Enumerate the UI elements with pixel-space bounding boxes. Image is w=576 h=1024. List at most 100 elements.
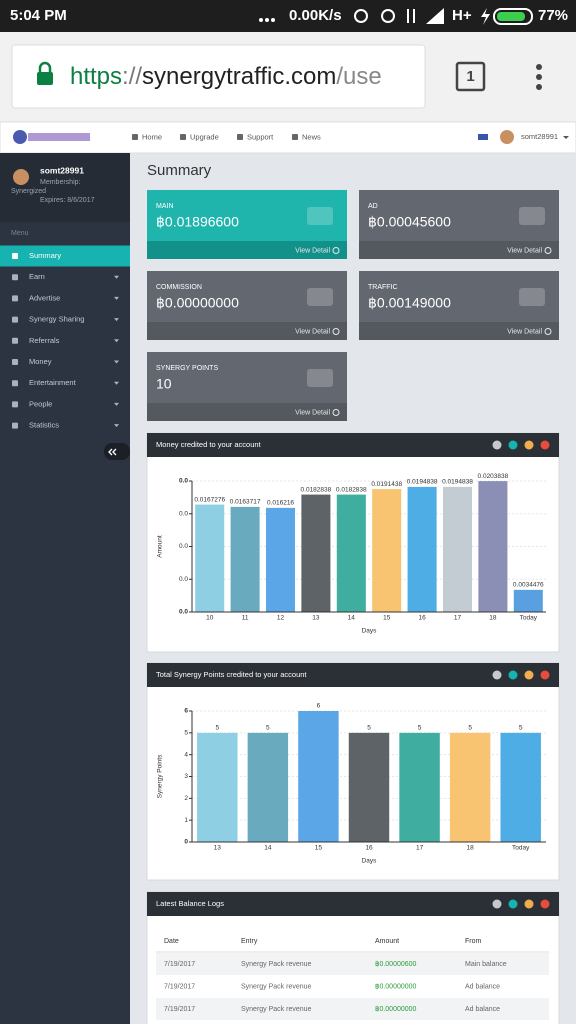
- panel-control[interactable]: [540, 670, 550, 680]
- bar: [399, 732, 440, 842]
- x-tick-label: 17: [416, 845, 424, 852]
- menu-caret: [114, 360, 119, 364]
- membership-level: Synergized: [11, 188, 46, 195]
- card-icon: [307, 288, 333, 306]
- y-tick-label: 0.0: [179, 609, 188, 616]
- y-axis-label: Amount: [157, 535, 164, 558]
- menu-caret: [114, 339, 119, 343]
- card-footer[interactable]: [147, 322, 347, 340]
- table-cell: ฿0.00000000: [375, 982, 417, 990]
- lock-icon: [37, 72, 53, 85]
- nav-link[interactable]: Home: [142, 132, 162, 141]
- panel-control[interactable]: [492, 899, 502, 909]
- menu-dot[interactable]: [536, 64, 542, 70]
- nav-link[interactable]: News: [302, 132, 321, 141]
- x-tick-label: 18: [467, 845, 475, 852]
- bar-label: 0.0163717: [230, 499, 261, 506]
- panel-control[interactable]: [492, 440, 502, 450]
- x-axis-label: Days: [362, 858, 378, 865]
- panel-control[interactable]: [508, 899, 518, 909]
- card-footer[interactable]: [147, 241, 347, 259]
- flag[interactable]: [478, 134, 488, 140]
- bar-label: 0.0203838: [478, 473, 509, 480]
- card-link-icon: [332, 247, 340, 254]
- nav-link[interactable]: Support: [247, 132, 274, 141]
- logo[interactable]: [13, 130, 27, 144]
- x-tick-label: 14: [348, 615, 356, 622]
- bar: [301, 494, 331, 612]
- bar: [500, 732, 541, 842]
- url-host: synergytraffic.com: [142, 63, 336, 90]
- nav-user[interactable]: somt28991: [521, 132, 558, 141]
- bar-label: 6: [317, 703, 321, 710]
- card-link-icon: [544, 247, 552, 254]
- card-link[interactable]: View Detail: [295, 409, 330, 416]
- lock-shackle: [38, 61, 52, 72]
- table-cell: Synergy Pack revenue: [241, 983, 312, 990]
- bar: [348, 732, 390, 842]
- url-sep: ://: [122, 63, 142, 90]
- menu-item[interactable]: Entertainment: [29, 378, 77, 387]
- status-battery: 77%: [538, 7, 568, 24]
- menu-caret: [114, 424, 119, 428]
- membership: Membership:: [40, 179, 81, 186]
- table-header: Entry: [241, 938, 258, 945]
- card-value: ฿0.00045600: [368, 214, 451, 230]
- menu-item[interactable]: Money: [29, 357, 52, 366]
- dot: [265, 18, 269, 22]
- bar: [442, 486, 473, 612]
- table-cell: ฿0.00000000: [375, 1005, 417, 1013]
- panel-control[interactable]: [508, 670, 518, 680]
- card-link[interactable]: View Detail: [295, 328, 330, 335]
- bar: [336, 494, 366, 612]
- menu-icon: [12, 274, 18, 281]
- menu-item[interactable]: Statistics: [29, 421, 59, 430]
- tabs-button[interactable]: [455, 61, 486, 92]
- y-tick-label: 0.0: [179, 576, 188, 583]
- caret: [563, 136, 569, 139]
- card-link[interactable]: View Detail: [507, 328, 542, 335]
- x-tick-label: 13: [312, 615, 320, 622]
- menu-item[interactable]: Advertise: [29, 293, 60, 302]
- card-footer[interactable]: [359, 241, 559, 259]
- panel-control[interactable]: [508, 440, 518, 450]
- status-network: H+: [452, 7, 472, 24]
- card-value: ฿0.01896600: [156, 214, 239, 230]
- icon-charge: [481, 8, 490, 25]
- panel-control[interactable]: [524, 670, 534, 680]
- card-link-icon: [332, 328, 340, 335]
- card-label: SYNERGY POINTS: [156, 365, 218, 372]
- table-row-bg: [156, 953, 549, 975]
- menu-item[interactable]: Referrals: [29, 336, 60, 345]
- avatar: [500, 130, 514, 144]
- panel-control[interactable]: [524, 440, 534, 450]
- url-box[interactable]: [11, 44, 426, 109]
- table-cell: 7/19/2017: [164, 1006, 195, 1013]
- menu-caret: [114, 275, 119, 279]
- bar: [513, 589, 543, 612]
- card-footer[interactable]: [359, 322, 559, 340]
- panel-control[interactable]: [524, 899, 534, 909]
- menu-caret: [114, 296, 119, 300]
- x-tick-label: 15: [383, 615, 391, 622]
- card-link[interactable]: View Detail: [507, 247, 542, 254]
- card-link[interactable]: View Detail: [295, 247, 330, 254]
- menu-item[interactable]: People: [29, 399, 52, 408]
- table-cell: 7/19/2017: [164, 961, 195, 968]
- card-footer[interactable]: [147, 403, 347, 421]
- menu-label: Menu: [11, 230, 29, 237]
- panel-control[interactable]: [540, 899, 550, 909]
- bar-label: 0.0167276: [194, 496, 225, 503]
- sidebar-username: somt28991: [40, 165, 84, 175]
- menu-item[interactable]: Earn: [29, 272, 45, 281]
- collapse-button[interactable]: [104, 443, 130, 460]
- y-tick-label: 6: [184, 708, 188, 715]
- menu-item[interactable]: Synergy Sharing: [29, 315, 84, 324]
- menu-item[interactable]: Summary: [29, 251, 61, 260]
- panel-control[interactable]: [492, 670, 502, 680]
- battery-level: [497, 12, 525, 21]
- x-axis-label: Days: [362, 628, 378, 635]
- panel-control[interactable]: [540, 440, 550, 450]
- nav-link[interactable]: Upgrade: [190, 132, 219, 141]
